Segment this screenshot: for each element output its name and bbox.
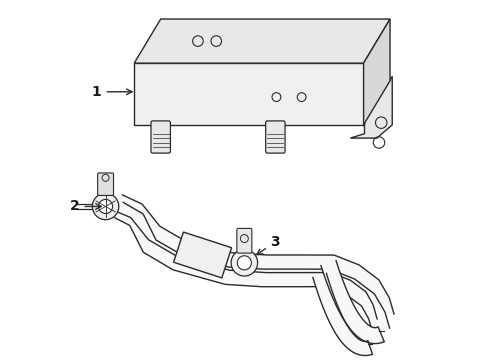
Polygon shape: [320, 260, 384, 343]
Text: 2: 2: [70, 199, 101, 213]
Circle shape: [98, 199, 112, 213]
Text: 1: 1: [92, 85, 132, 99]
Polygon shape: [114, 202, 389, 333]
Polygon shape: [363, 19, 389, 125]
Polygon shape: [134, 63, 363, 125]
Circle shape: [92, 193, 119, 220]
Polygon shape: [134, 19, 389, 63]
Polygon shape: [349, 76, 391, 138]
Polygon shape: [115, 195, 393, 319]
Polygon shape: [173, 232, 231, 278]
Polygon shape: [312, 273, 372, 356]
Text: 3: 3: [256, 235, 280, 255]
FancyBboxPatch shape: [98, 173, 113, 195]
Circle shape: [237, 256, 251, 270]
FancyBboxPatch shape: [236, 228, 251, 253]
Circle shape: [231, 249, 257, 276]
FancyBboxPatch shape: [265, 121, 285, 153]
FancyBboxPatch shape: [151, 121, 170, 153]
